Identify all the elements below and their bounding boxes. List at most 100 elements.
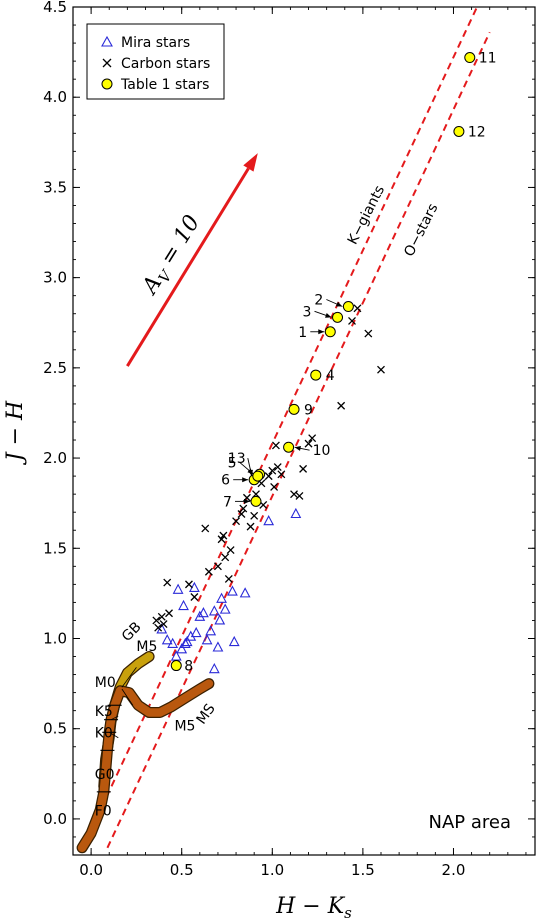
carbon-star-point (213, 562, 222, 571)
x-tick-label: 0.0 (79, 861, 103, 879)
carbon-star-point (184, 580, 193, 589)
y-tick-label: 1.5 (43, 539, 67, 557)
sequence-label: M5 (174, 719, 195, 735)
carbon-star-point (304, 439, 313, 448)
plot-content (76, 7, 491, 854)
carbon-star-point (364, 329, 373, 338)
carbon-star-point (250, 511, 259, 520)
y-tick-label: 3.0 (43, 269, 67, 287)
mira-star-point (212, 641, 224, 652)
legend-table1-label: Table 1 stars (120, 77, 209, 93)
carbon-star-point (219, 531, 228, 540)
mira-star-point (170, 650, 182, 661)
mira-star-point (178, 599, 189, 611)
mira-star-point (198, 607, 209, 618)
table1-star-point (288, 403, 300, 415)
y-tick-label: 1.0 (43, 629, 67, 647)
carbon-star-point (165, 609, 173, 618)
table1-star-label: 5 (228, 455, 237, 471)
table1-star-arrowhead (294, 445, 301, 451)
x-tick-label: 2.0 (442, 861, 466, 879)
carbon-star-point (246, 522, 255, 531)
table1-star-arrowhead (248, 469, 253, 477)
sequence-label: M0 (95, 675, 116, 691)
carbon-star-point (264, 472, 273, 481)
table1-star-point (250, 495, 262, 507)
carbon-star-point (226, 546, 235, 555)
carbon-star-point (159, 620, 168, 629)
legend-carbon-label: Carbon stars (121, 56, 210, 72)
carbon-star-point (157, 612, 166, 621)
axis-ticks: 0.0 0.5 1.0 1.5 2.0 0.0 0.5 1.0 1.5 2.0 2.5 3.0 3.5 4… (43, 0, 535, 879)
carbon-star-point (308, 434, 317, 443)
table1-star-label: 8 (184, 659, 193, 675)
x-tick-label: 1.5 (351, 861, 375, 879)
mira-star-point (161, 634, 173, 645)
plot-area (76, 7, 491, 854)
mira-star-point (176, 643, 188, 654)
legend-mira-marker (101, 35, 113, 47)
y-axis-title: J − H (3, 400, 28, 465)
table1-star-point (332, 311, 344, 323)
table1-star-point (283, 441, 295, 453)
mira-star-point (167, 637, 179, 648)
mira-star-point (201, 634, 213, 645)
legend: Mira stars Carbon stars Table 1 stars (86, 23, 225, 100)
carbon-star-point (190, 593, 199, 601)
reddening-vector-head (243, 153, 258, 172)
carbon-star-point (221, 553, 230, 562)
mira-star-point (185, 630, 197, 641)
table1-star-label: 11 (479, 51, 497, 67)
y-tick-label: 3.5 (43, 178, 67, 196)
sequence-label: K5 (95, 704, 113, 720)
carbon-star-point (348, 316, 356, 325)
legend-mira-label: Mira stars (121, 35, 190, 51)
legend-table1-marker (101, 78, 113, 90)
table1-star-arrowhead (335, 301, 343, 307)
table1-star-point (464, 52, 476, 64)
carbon-star-point (295, 491, 304, 500)
y-tick-label: 2.5 (43, 359, 67, 377)
sequence-label: G0 (95, 767, 115, 783)
carbon-star-point (290, 490, 298, 499)
carbon-star-point (224, 574, 233, 583)
y-tick-label: 0.5 (43, 720, 67, 738)
table1-star-point (252, 470, 264, 482)
carbon-star-point (273, 463, 282, 472)
y-tick-label: 4.5 (43, 0, 67, 16)
table1-star-point (310, 369, 322, 381)
sequence-label: F0 (95, 803, 112, 819)
mira-star-point (205, 625, 217, 636)
table1-star-point (342, 301, 354, 313)
mira-star-point (239, 587, 251, 598)
y-tick-label: 4.0 (43, 88, 67, 106)
table1-star-arrowhead (242, 477, 249, 483)
carbon-star-point (337, 401, 346, 410)
table1-star-point (170, 660, 182, 672)
table1-star-arrowhead (243, 498, 250, 504)
legend-carbon-marker (102, 58, 112, 68)
carbon-star-point (270, 482, 279, 491)
mira-star-point (172, 583, 184, 594)
table1-star-label: 12 (468, 124, 486, 140)
table1-star-arrowhead (318, 329, 325, 335)
carbon-star-point (299, 464, 308, 473)
mira-star-point (179, 637, 191, 648)
mira-star-point (290, 507, 302, 519)
reddening-vector-shaft (126, 167, 250, 367)
carbon-star-point (277, 470, 286, 479)
table1-star-label: 3 (303, 304, 312, 320)
table1-star-label: 7 (223, 494, 232, 510)
main-sequence-line (77, 679, 214, 853)
mira-star-point (216, 592, 227, 603)
table1-star-label: 6 (221, 473, 230, 489)
carbon-star-point (232, 517, 241, 526)
carbon-star-point (154, 623, 163, 632)
table1-star-point (453, 125, 465, 137)
mira-star-point (228, 635, 240, 647)
carbon-star-point (239, 504, 248, 513)
mira-star-point (208, 605, 220, 616)
